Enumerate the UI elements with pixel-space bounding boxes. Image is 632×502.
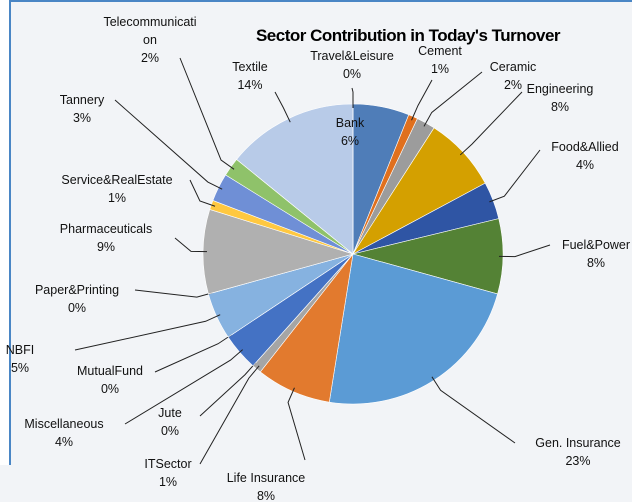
leader-line bbox=[154, 334, 232, 373]
slice-label: NBFI bbox=[5, 343, 35, 357]
leader-line bbox=[431, 376, 516, 444]
slice-value-label: 8% bbox=[550, 100, 570, 114]
slice-label: Bank bbox=[335, 116, 365, 130]
slice-label: Jute bbox=[158, 406, 182, 420]
leader-line bbox=[274, 91, 291, 123]
leader-line bbox=[287, 387, 306, 461]
slice-value-label: 0% bbox=[160, 424, 180, 438]
slice-label: Life Insurance bbox=[226, 471, 306, 485]
slice-value-label: 9% bbox=[96, 240, 116, 254]
slice-value-label: 8% bbox=[256, 489, 276, 502]
slice-label: Textile bbox=[232, 60, 268, 74]
slice-label: Food&Allied bbox=[551, 140, 619, 154]
slice-label: Ceramic bbox=[489, 60, 537, 74]
slice-value-label: 5% bbox=[10, 361, 30, 375]
leader-line bbox=[199, 365, 260, 465]
slice-value-label: 1% bbox=[158, 475, 178, 489]
slice-value-label: 0% bbox=[342, 67, 362, 81]
slice-label: Pharmaceuticals bbox=[59, 222, 153, 236]
leader-line bbox=[411, 79, 433, 121]
leader-line bbox=[179, 57, 235, 170]
leader-line bbox=[351, 87, 354, 108]
leader-line bbox=[423, 71, 483, 127]
slice-label: Service&RealEstate bbox=[61, 173, 173, 187]
slice-label: Telecommunication bbox=[103, 15, 197, 47]
slice-value-label: 1% bbox=[430, 62, 450, 76]
slice-label: Miscellaneous bbox=[24, 417, 104, 431]
slice-value-label: 6% bbox=[340, 134, 360, 148]
slice-label: Travel&Leisure bbox=[310, 49, 394, 63]
slice-label: Paper&Printing bbox=[34, 283, 120, 297]
leader-line bbox=[189, 179, 216, 207]
slice-label: MutualFund bbox=[76, 364, 144, 378]
slice-value-label: 8% bbox=[586, 256, 606, 270]
frame bbox=[0, 0, 10, 465]
slice-value-label: 4% bbox=[54, 435, 74, 449]
leader-line bbox=[134, 289, 213, 298]
chart-title: Sector Contribution in Today's Turnover bbox=[255, 26, 561, 45]
slice-label: Cement bbox=[418, 44, 462, 58]
slice-value-label: 0% bbox=[100, 382, 120, 396]
slice-value-label: 23% bbox=[565, 454, 591, 468]
leader-line bbox=[199, 362, 257, 417]
slice-label: ITSector bbox=[144, 457, 192, 471]
slice-label: Fuel&Power bbox=[561, 238, 631, 252]
slice-value-label: 4% bbox=[575, 158, 595, 172]
leader-line bbox=[124, 349, 243, 425]
slice-value-label: 3% bbox=[72, 111, 92, 125]
leader-line bbox=[498, 244, 551, 258]
slice-label: Gen. Insurance bbox=[535, 436, 621, 450]
slice-value-label: 14% bbox=[237, 78, 263, 92]
pie bbox=[74, 57, 551, 465]
slice-value-label: 0% bbox=[67, 301, 87, 315]
slice-value-label: 1% bbox=[107, 191, 127, 205]
slice-value-label: 2% bbox=[140, 51, 160, 65]
leader-line bbox=[459, 91, 523, 156]
leader-line bbox=[74, 314, 221, 351]
leader-line bbox=[489, 149, 541, 203]
slice-label: Engineering bbox=[526, 82, 594, 96]
leader-line bbox=[174, 237, 208, 253]
leader-line bbox=[114, 99, 223, 190]
slice-value-label: 2% bbox=[503, 78, 523, 92]
slice-label: Tannery bbox=[59, 93, 105, 107]
